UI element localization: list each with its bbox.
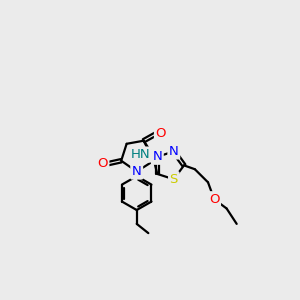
Text: N: N [152,150,162,163]
Text: N: N [169,145,179,158]
Text: S: S [169,173,178,186]
Text: O: O [98,157,108,170]
Text: O: O [209,193,220,206]
Text: O: O [155,127,166,140]
Text: N: N [132,165,142,178]
Text: HN: HN [130,148,150,161]
